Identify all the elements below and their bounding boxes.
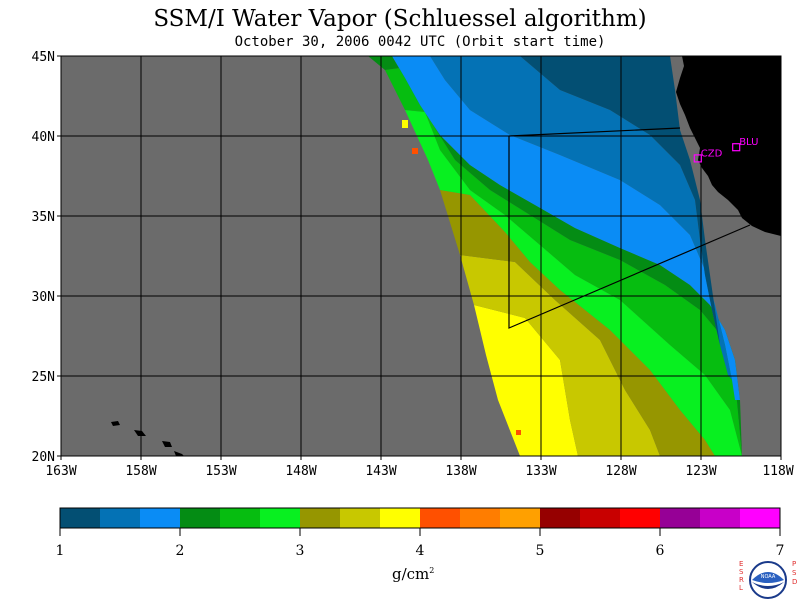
colorbar-swatch [60,508,101,528]
units-base: g/cm [392,565,430,583]
colorbar-swatch [620,508,661,528]
lat-label: 35N [32,210,55,225]
swath-band-light-blue [392,56,740,400]
lat-label: 45N [32,50,55,65]
land-west-coast [676,56,781,236]
lat-label: 40N [32,130,55,145]
station-label: BLU [739,137,758,148]
colorbar-swatch [700,508,741,528]
colorbar-swatch [500,508,541,528]
colorbar-swatch [180,508,221,528]
station-markers: CZD BLU [693,137,758,163]
colorbar-swatch [740,508,781,528]
lon-label: 153W [205,464,236,479]
lon-label: 118W [762,464,793,479]
station-marker [732,143,741,152]
colorbar-tick-label: 3 [296,543,305,559]
swath-speckle [402,120,408,128]
map-subtitle: October 30, 2006 0042 UTC (Orbit start t… [234,34,606,50]
colorbar-swatch [140,508,181,528]
swath-band-yellow [474,305,578,456]
logo-bird-icon [752,572,784,583]
lon-label: 138W [445,464,476,479]
swath-band-yellow-green [460,255,660,456]
swath-band-green [385,68,742,456]
graticule [61,56,781,456]
colorbar-tick-label: 6 [656,543,665,559]
colorbar-swatch [300,508,341,528]
map-title: SSM/I Water Vapor (Schluessel algorithm) [153,6,647,32]
station-label: CZD [701,148,723,159]
lat-label: 30N [32,290,55,305]
colorbar-tick-label: 7 [776,543,785,559]
colorbar-swatch [460,508,501,528]
colorbar-tick-label: 1 [56,543,65,559]
island [162,441,172,447]
domain-outline [508,127,681,137]
swath-speckle [412,148,418,154]
colorbar-swatch [340,508,381,528]
colorbar-swatch [220,508,261,528]
colorbar: 1 2 3 4 5 6 7 [56,507,785,559]
lon-label: 158W [125,464,156,479]
station-marker [693,154,702,163]
island [134,430,146,436]
lon-label: 148W [285,464,316,479]
colorbar-tick-label: 5 [536,543,545,559]
colorbar-swatch [540,508,581,528]
lat-label: 20N [32,450,55,465]
colorbar-units: g/cm2 [392,565,434,583]
colorbar-tick-label: 2 [176,543,185,559]
units-exponent: 2 [429,566,435,575]
colorbar-swatch [100,508,141,528]
colorbar-swatch [260,508,301,528]
map-frame [60,55,782,457]
swath-band-bright-green [405,110,742,456]
lon-label: 143W [365,464,396,479]
colorbar-swatch [420,508,461,528]
domain-outline [508,136,751,329]
swath-speckle [516,430,521,435]
colorbar-swatch [380,508,421,528]
colorbar-swatch [580,508,621,528]
island [111,421,120,426]
logo-center-text: NOAA [761,574,776,580]
lon-label: 163W [45,464,76,479]
colorbar-tick-label: 4 [416,543,425,559]
lon-label: 128W [605,464,636,479]
lon-label: 133W [525,464,556,479]
lat-label: 25N [32,370,55,385]
lon-label: 123W [685,464,716,479]
colorbar-swatch [660,508,701,528]
swath-band-medium-blue [430,56,732,380]
island [174,451,184,456]
